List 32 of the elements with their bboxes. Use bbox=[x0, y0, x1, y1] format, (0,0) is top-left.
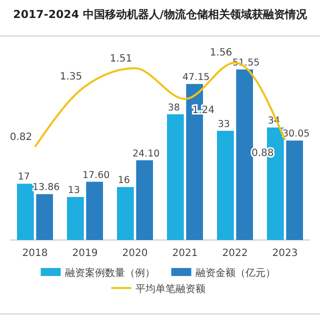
data-label: 17 bbox=[18, 172, 30, 183]
data-label: 1.35 bbox=[60, 71, 82, 82]
x-tick-label: 2023 bbox=[272, 248, 298, 259]
bar bbox=[286, 140, 303, 240]
data-label: 16 bbox=[118, 175, 130, 186]
x-tick-label: 2019 bbox=[72, 248, 98, 259]
legend-label: 融资案例数量（例） bbox=[64, 267, 155, 279]
data-label: 1.51 bbox=[110, 53, 132, 64]
legend-label: 平均单笔融资额 bbox=[135, 283, 206, 295]
data-label: 38 bbox=[168, 102, 180, 114]
data-label: 33 bbox=[218, 118, 230, 130]
bar bbox=[167, 114, 184, 240]
x-tick-label: 2021 bbox=[172, 248, 198, 259]
data-label: 0.82 bbox=[10, 132, 32, 143]
data-label: 17.60 bbox=[82, 170, 110, 181]
bar bbox=[236, 69, 253, 240]
x-tick-label: 2020 bbox=[122, 248, 148, 259]
bar bbox=[17, 184, 34, 240]
legend-label: 融资金额（亿元） bbox=[195, 267, 276, 279]
data-label: 24.10 bbox=[132, 148, 160, 160]
bar bbox=[67, 196, 84, 240]
x-tick-label: 2022 bbox=[222, 248, 248, 259]
bar bbox=[86, 182, 103, 240]
data-label: 47.15 bbox=[182, 72, 210, 83]
bar bbox=[217, 130, 234, 240]
bar bbox=[136, 160, 153, 240]
data-label: 13 bbox=[68, 184, 80, 196]
chart-title: 2017-2024 中国移动机器人/物流仓储相关领域获融资情况 bbox=[13, 8, 308, 21]
x-tick-label: 2018 bbox=[22, 248, 48, 259]
data-label: 1.56 bbox=[210, 48, 232, 59]
bar bbox=[36, 194, 53, 240]
bar bbox=[117, 187, 134, 240]
